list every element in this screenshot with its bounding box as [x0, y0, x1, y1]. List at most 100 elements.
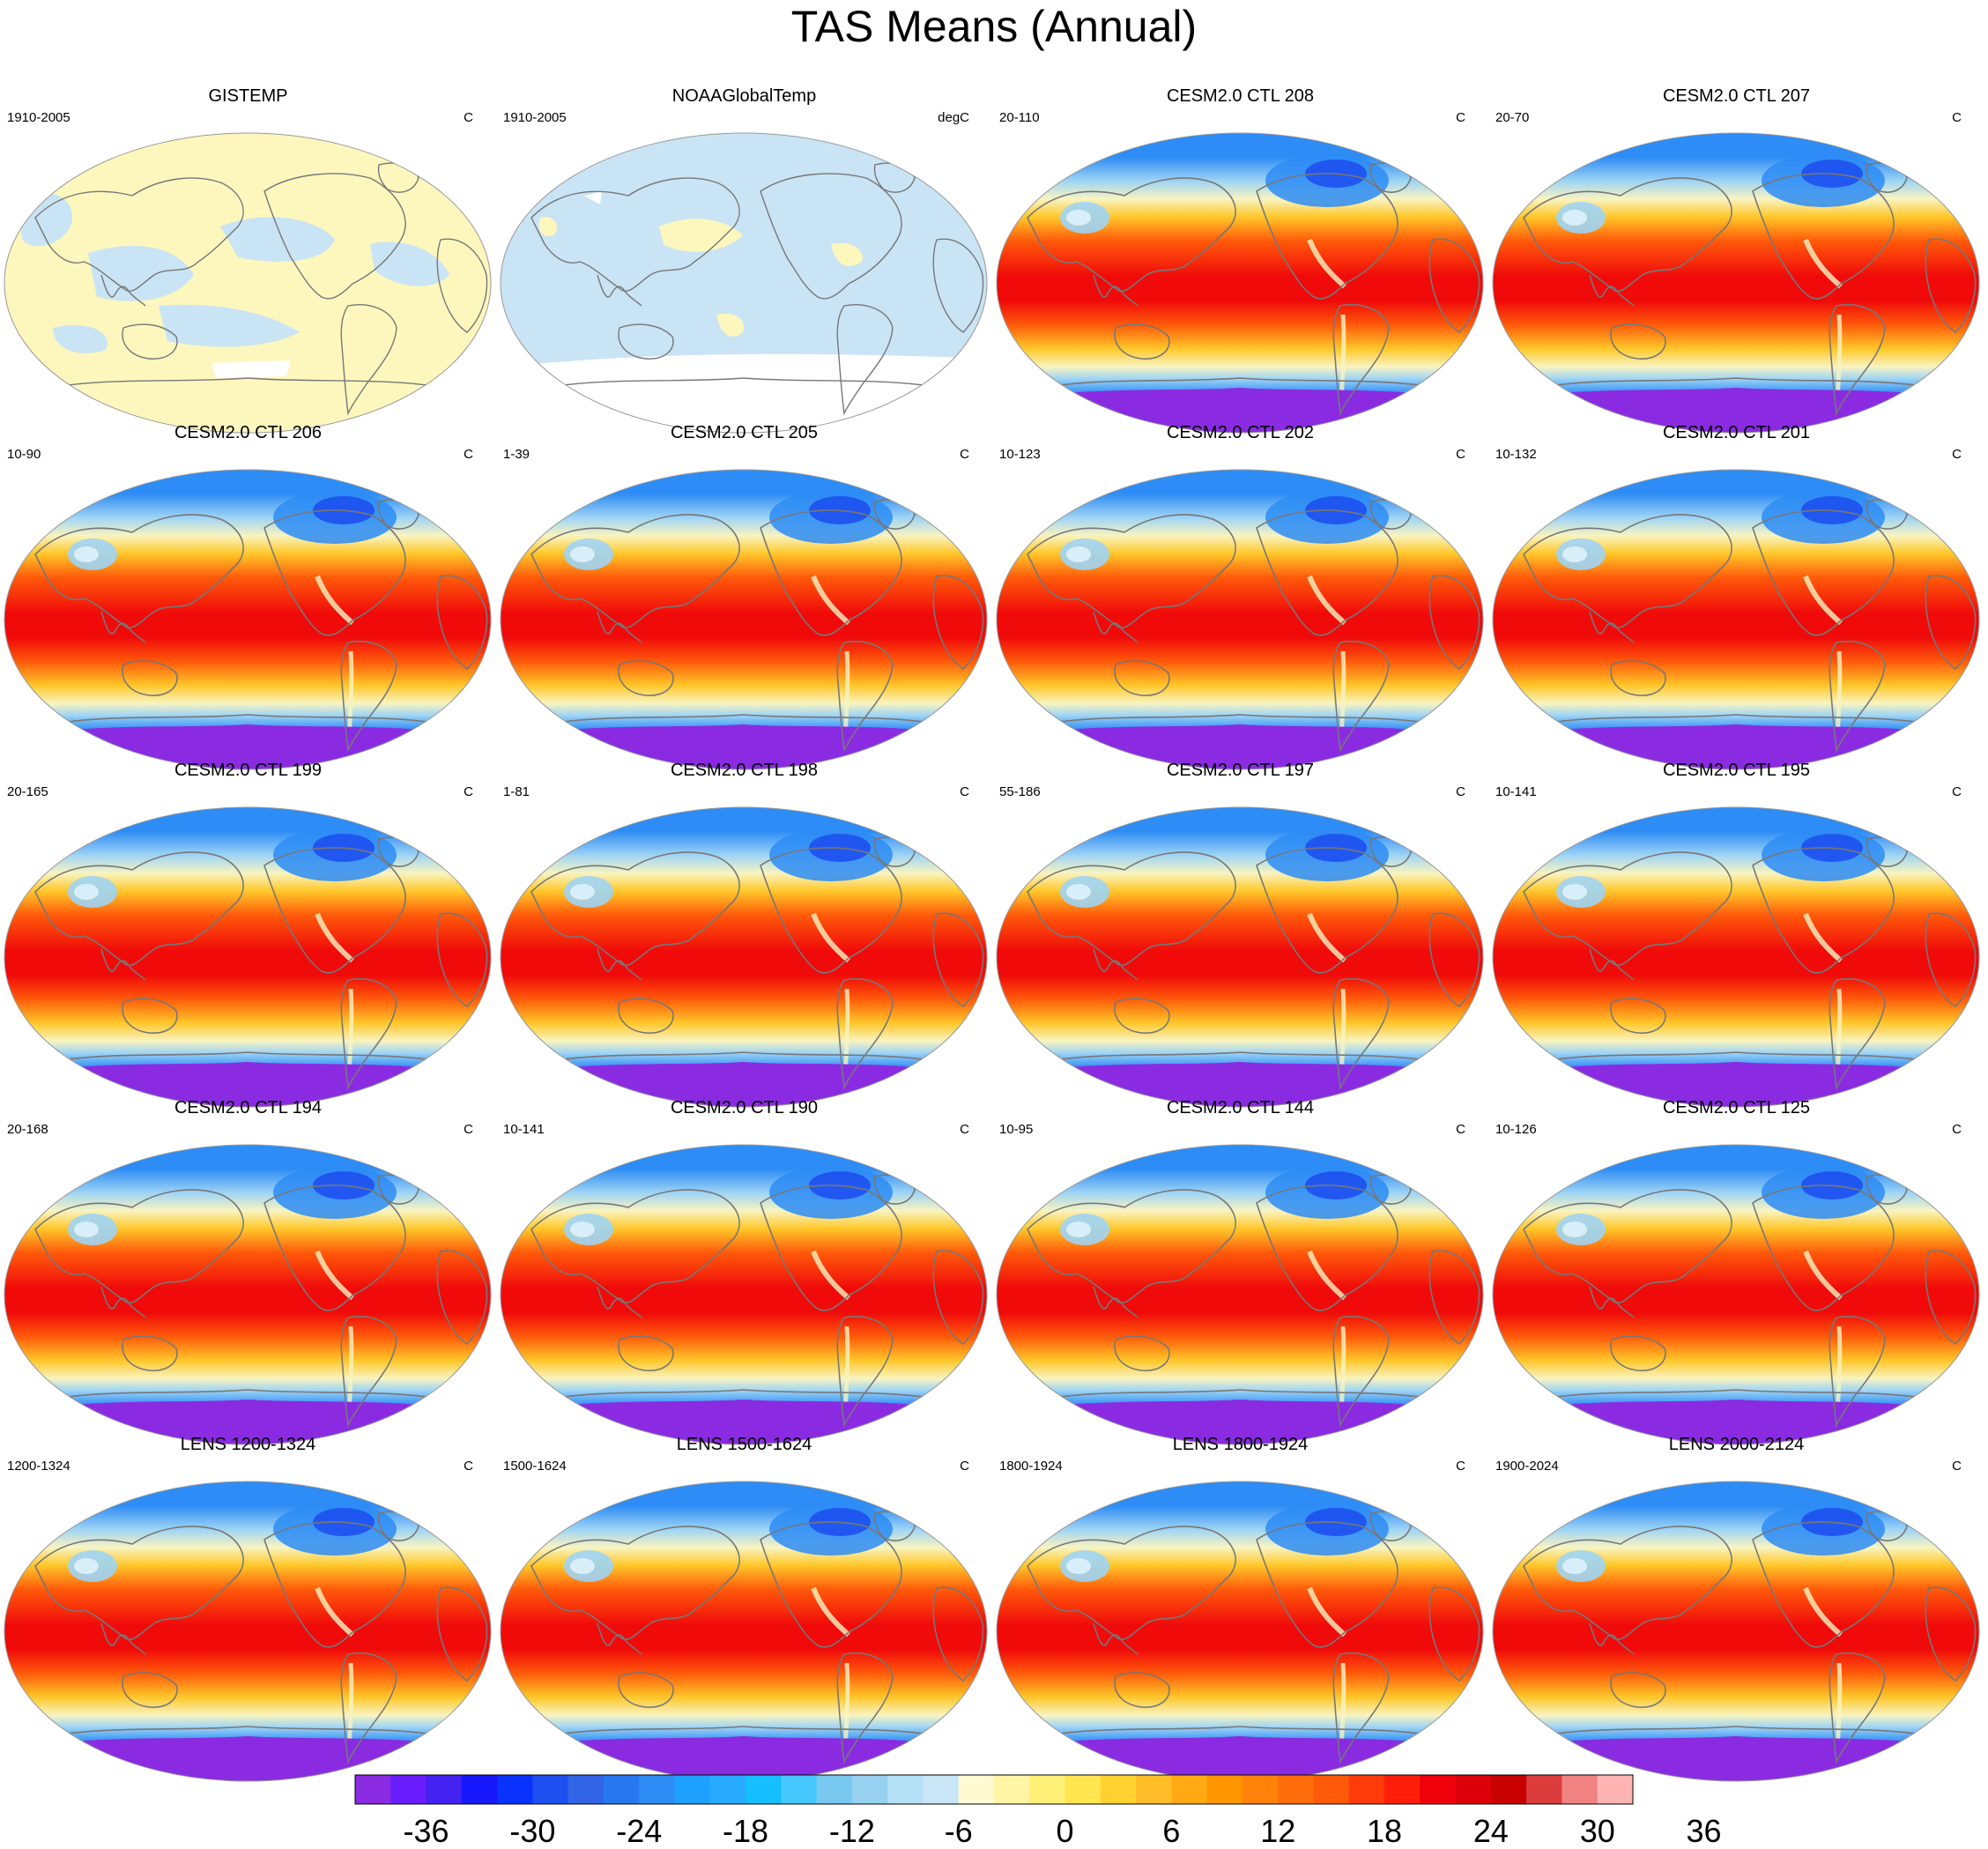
- world-map: [500, 132, 988, 434]
- panel-title: NOAAGlobalTemp: [671, 86, 817, 106]
- panel-title: GISTEMP: [208, 86, 288, 106]
- panel-period: 10-90: [7, 447, 41, 462]
- world-map: [1492, 1144, 1980, 1445]
- panel-units: C: [1456, 1122, 1465, 1137]
- panel-period: 1-81: [503, 784, 530, 799]
- panel-units: C: [464, 784, 473, 799]
- colorbar-tick-label: 12: [1260, 1813, 1295, 1849]
- panel-title: LENS 1800-1924: [1172, 1435, 1309, 1454]
- panel-period: 10-123: [999, 447, 1041, 462]
- panel-units: C: [1456, 110, 1465, 125]
- world-map: [4, 806, 492, 1108]
- panel-title: CESM2.0 CTL 198: [670, 761, 819, 780]
- panel-period: 10-126: [1495, 1122, 1537, 1137]
- panel-units: C: [960, 784, 969, 799]
- figure-title: TAS Means (Annual): [790, 2, 1198, 51]
- map-panel: LENS 1500-1624 1500-1624 C: [496, 1434, 992, 1782]
- panel-grid: GISTEMP 1910-2005 C NOAAGlobalTemp 1910-2005…: [0, 85, 1984, 1782]
- world-map: [500, 469, 988, 770]
- world-map: [1492, 132, 1980, 434]
- panel-title: LENS 1200-1324: [180, 1435, 316, 1454]
- panel-units: C: [464, 110, 473, 125]
- panel-period: 10-141: [503, 1122, 545, 1137]
- panel-units: C: [1952, 447, 1962, 462]
- colorbar-tick-label: -6: [945, 1813, 973, 1849]
- panel-title: LENS 1500-1624: [676, 1435, 812, 1454]
- world-map: [996, 132, 1484, 434]
- world-map: [996, 806, 1484, 1108]
- map-panel: CESM2.0 CTL 207 20-70 C: [1488, 85, 1984, 434]
- world-map: [4, 132, 492, 434]
- world-map: [4, 1144, 492, 1445]
- map-panel: LENS 1800-1924 1800-1924 C: [992, 1434, 1488, 1782]
- colorbar-tick-label: -36: [404, 1813, 449, 1849]
- panel-period: 1910-2005: [7, 110, 70, 125]
- panel-period: 1-39: [503, 447, 530, 462]
- panel-units: C: [464, 1122, 473, 1137]
- panel-period: 20-110: [999, 110, 1040, 125]
- map-panel: CESM2.0 CTL 195 10-141 C: [1488, 760, 1984, 1108]
- world-map: [500, 1481, 988, 1782]
- map-panel: CESM2.0 CTL 125 10-126 C: [1488, 1097, 1984, 1445]
- panel-period: 10-141: [1495, 784, 1537, 799]
- panel-period: 1800-1924: [999, 1459, 1063, 1474]
- panel-period: 1910-2005: [503, 110, 567, 125]
- map-panel: CESM2.0 CTL 144 10-95 C: [992, 1097, 1488, 1445]
- colorbar-tick-label: 18: [1367, 1813, 1402, 1849]
- world-map: [1492, 469, 1980, 770]
- panel-units: C: [960, 1122, 969, 1137]
- panel-title: CESM2.0 CTL 208: [1166, 86, 1315, 106]
- panel-units: C: [960, 447, 969, 462]
- panel-units: degC: [938, 110, 969, 125]
- map-panel: CESM2.0 CTL 205 1-39 C: [496, 422, 992, 770]
- panel-units: C: [960, 1459, 969, 1474]
- panel-units: C: [1456, 784, 1465, 799]
- panel-period: 20-70: [1495, 110, 1530, 125]
- panel-period: 55-186: [999, 784, 1041, 799]
- panel-title: CESM2.0 CTL 202: [1166, 423, 1315, 442]
- colorbar-tick-label: 30: [1580, 1813, 1615, 1849]
- map-panel: CESM2.0 CTL 198 1-81 C: [496, 760, 992, 1108]
- map-panel: NOAAGlobalTemp 1910-2005 degC: [496, 85, 992, 434]
- panel-title: CESM2.0 CTL 205: [670, 423, 819, 442]
- colorbar-tick-label: -18: [723, 1813, 768, 1849]
- panel-period: 1200-1324: [7, 1459, 70, 1474]
- world-map: [996, 1481, 1484, 1782]
- panel-period: 10-132: [1495, 447, 1537, 462]
- panel-units: C: [464, 447, 473, 462]
- colorbar-tick-label: 6: [1162, 1813, 1180, 1849]
- panel-title: CESM2.0 CTL 194: [174, 1098, 323, 1118]
- panel-title: CESM2.0 CTL 199: [174, 761, 323, 780]
- map-panel: CESM2.0 CTL 194 20-168 C: [0, 1097, 496, 1445]
- colorbar-tick-label: -12: [829, 1813, 875, 1849]
- map-panel: LENS 1200-1324 1200-1324 C: [0, 1434, 496, 1782]
- world-map: [4, 1481, 492, 1782]
- map-panel: LENS 2000-2124 1900-2024 C: [1488, 1434, 1984, 1782]
- panel-period: 20-165: [7, 784, 48, 799]
- map-panel: CESM2.0 CTL 208 20-110 C: [992, 85, 1488, 434]
- world-map: [996, 469, 1484, 770]
- panel-units: C: [1456, 447, 1465, 462]
- panel-units: C: [1952, 110, 1962, 125]
- map-panel: CESM2.0 CTL 201 10-132 C: [1488, 422, 1984, 770]
- panel-units: C: [464, 1459, 473, 1474]
- panel-units: C: [1952, 784, 1962, 799]
- panel-period: 10-95: [999, 1122, 1034, 1137]
- map-panel: CESM2.0 CTL 199 20-165 C: [0, 760, 496, 1108]
- map-panel: CESM2.0 CTL 202 10-123 C: [992, 422, 1488, 770]
- colorbar-tick-label: -30: [509, 1813, 555, 1849]
- panel-period: 1900-2024: [1495, 1459, 1559, 1474]
- map-panel: CESM2.0 CTL 190 10-141 C: [496, 1097, 992, 1445]
- world-map: [1492, 806, 1980, 1108]
- panel-units: C: [1952, 1459, 1962, 1474]
- map-panel: CESM2.0 CTL 206 10-90 C: [0, 422, 496, 770]
- panel-title: CESM2.0 CTL 197: [1166, 761, 1315, 780]
- panel-title: CESM2.0 CTL 201: [1662, 423, 1811, 442]
- colorbar-tick-label: 24: [1473, 1813, 1509, 1849]
- panel-title: CESM2.0 CTL 125: [1662, 1098, 1811, 1118]
- panel-period: 1500-1624: [503, 1459, 567, 1474]
- panel-period: 20-168: [7, 1122, 48, 1137]
- map-panel: GISTEMP 1910-2005 C: [0, 85, 496, 434]
- panel-title: CESM2.0 CTL 144: [1166, 1098, 1315, 1118]
- colorbar-tick-label: -24: [616, 1813, 662, 1849]
